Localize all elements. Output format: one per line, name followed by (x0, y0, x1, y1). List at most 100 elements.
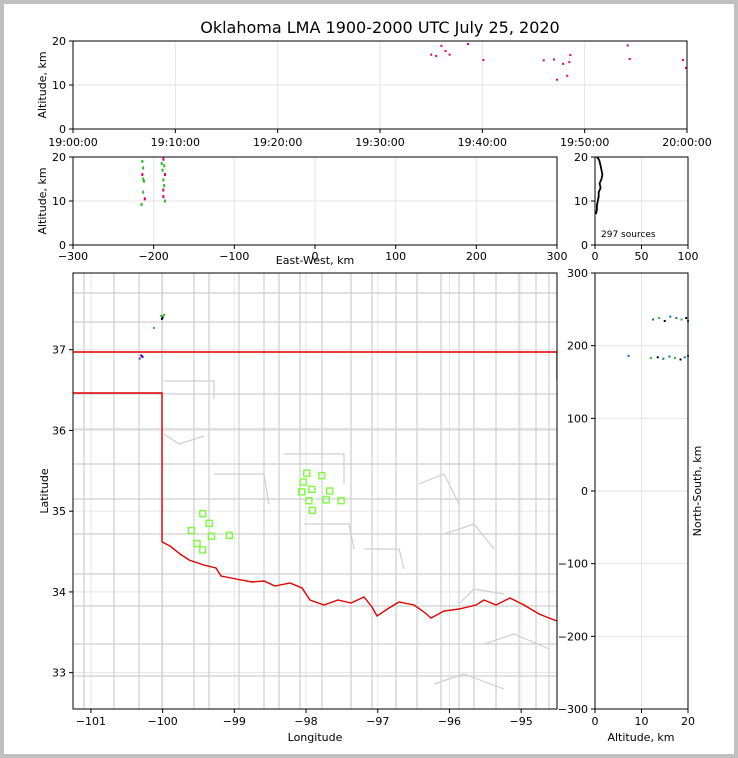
oklahoma-state-border (73, 351, 557, 622)
ew-altitude-source-point (162, 188, 165, 192)
time-altitude-source-point (562, 62, 565, 65)
histogram-xtick-label: 100 (678, 250, 699, 263)
map-source-point (140, 355, 143, 358)
ew-altitude-source-point (163, 199, 166, 203)
lma-station-marker (308, 506, 317, 515)
lma-figure: Oklahoma LMA 1900-2000 UTC July 25, 2020… (36, 18, 712, 744)
ew-altitude-xlabel: East-West, km (276, 254, 354, 267)
ew-altitude-source-point (163, 164, 166, 168)
time-altitude-xtick-label: 19:10:00 (151, 136, 200, 149)
map-xtick-label: −101 (76, 715, 106, 728)
ns-altitude-xtick-label: 10 (635, 715, 649, 728)
time-altitude-ylabel: Altitude, km (36, 51, 49, 118)
ns-altitude-source-point (680, 318, 683, 321)
ew-altitude-ylabel: Altitude, km (36, 167, 49, 234)
lma-station-marker (199, 509, 207, 518)
lma-station-marker (305, 496, 313, 505)
histogram-ytick-label: 20 (574, 151, 588, 164)
ew-altitude-ytick-label: 20 (52, 151, 66, 164)
ew-altitude-source-point (142, 179, 145, 183)
time-altitude-xtick-label: 19:40:00 (458, 136, 507, 149)
lma-station-marker (303, 469, 311, 477)
time-altitude-source-point (566, 74, 569, 77)
map-ylabel: Latitude (38, 468, 51, 514)
ns-altitude-xtick-label: 20 (681, 715, 695, 728)
lma-station-marker (318, 471, 326, 480)
time-altitude-source-point (542, 59, 545, 62)
time-altitude-source-point (430, 53, 433, 56)
ew-altitude-source-point (162, 157, 165, 161)
ew-altitude-source-point (163, 184, 166, 188)
ew-altitude-source-point (162, 178, 165, 182)
histogram-xtick-label: 50 (635, 250, 649, 263)
ns-altitude-ytick-label: −100 (558, 558, 588, 571)
chart-title: Oklahoma LMA 1900-2000 UTC July 25, 2020 (200, 18, 559, 37)
ew-altitude-panel: −300 −200 −100 0 100 200 300 0 10 20 Altitude, km… (36, 151, 568, 267)
time-altitude-source-point (569, 54, 572, 57)
time-altitude-source-point (444, 50, 447, 53)
map-ytick-label: 36 (52, 424, 66, 437)
ns-altitude-ytick-label: 0 (581, 485, 588, 498)
time-altitude-source-point (435, 54, 438, 57)
ns-altitude-source-point (658, 317, 661, 320)
map-xlabel: Longitude (288, 731, 343, 744)
time-altitude-xtick-label: 19:50:00 (560, 136, 609, 149)
time-altitude-source-point (467, 43, 470, 46)
ew-altitude-source-point (160, 162, 163, 166)
map-ytick-label: 35 (52, 505, 66, 518)
map-source-point (160, 318, 163, 321)
time-altitude-xtick-label: 19:20:00 (253, 136, 302, 149)
time-altitude-xtick-label: 19:30:00 (355, 136, 404, 149)
map-ytick-label: 33 (52, 667, 66, 680)
ns-altitude-xtick-label: 0 (592, 715, 599, 728)
time-altitude-source-point (482, 58, 485, 61)
time-altitude-ytick-label: 20 (52, 35, 66, 48)
lma-station-marker (225, 531, 234, 540)
time-altitude-panel: 19:00:00 19:10:00 19:20:00 19:30:00 19:40:00… (36, 35, 712, 149)
lma-station-marker (298, 488, 306, 496)
figure-frame: Oklahoma LMA 1900-2000 UTC July 25, 2020… (4, 4, 734, 754)
histogram-panel: 0 50 100 0 10 20 297 sources (574, 151, 699, 263)
ns-altitude-xlabel: Altitude, km (607, 731, 674, 744)
lma-station-marker (337, 496, 345, 505)
ew-altitude-ytick-label: 0 (59, 239, 66, 252)
histogram-ytick-label: 0 (581, 239, 588, 252)
ew-altitude-ytick-label: 10 (52, 195, 66, 208)
ns-altitude-source-point (679, 358, 682, 361)
map-source-point (138, 357, 141, 360)
map-xtick-label: −100 (148, 715, 178, 728)
lma-station-marker (299, 478, 307, 486)
map-source-point (161, 316, 164, 319)
county-boundaries (73, 273, 557, 709)
ew-altitude-source-point (141, 159, 144, 163)
map-xtick-label: −98 (294, 715, 317, 728)
histogram-profile-line (595, 156, 604, 215)
ns-altitude-source-point (662, 357, 665, 360)
ns-altitude-source-point (675, 317, 678, 320)
map-ytick-label: 34 (52, 586, 66, 599)
lma-station-marker (325, 487, 334, 495)
time-altitude-ytick-label: 0 (59, 123, 66, 136)
ns-altitude-ytick-label: −300 (558, 703, 588, 716)
time-altitude-source-point (684, 66, 687, 69)
ew-altitude-xtick-label: 100 (385, 250, 406, 263)
ns-altitude-ytick-label: 100 (567, 412, 588, 425)
ew-altitude-xtick-label: −300 (58, 250, 88, 263)
lma-station-marker (187, 526, 196, 535)
ns-altitude-ytick-label: 300 (567, 267, 588, 280)
ew-altitude-xtick-label: 300 (547, 250, 568, 263)
ew-altitude-xtick-label: −100 (219, 250, 249, 263)
time-altitude-source-point (568, 61, 571, 64)
ew-altitude-source-point (142, 166, 145, 170)
map-axes (72, 272, 558, 710)
ew-altitude-source-point (162, 195, 165, 199)
map-panel: −101 −100 −99 −98 −97 −96 −95 33 34 35 36 37 Latitu… (38, 272, 558, 744)
histogram-xtick-label: 0 (592, 250, 599, 263)
ns-altitude-source-point (668, 355, 671, 358)
lma-station-marker (322, 496, 330, 504)
map-source-point (163, 313, 166, 316)
ns-altitude-source-point (663, 319, 666, 322)
time-altitude-source-point (556, 78, 559, 81)
time-altitude-xtick-label: 19:00:00 (48, 136, 97, 149)
ew-altitude-source-point (143, 197, 146, 201)
